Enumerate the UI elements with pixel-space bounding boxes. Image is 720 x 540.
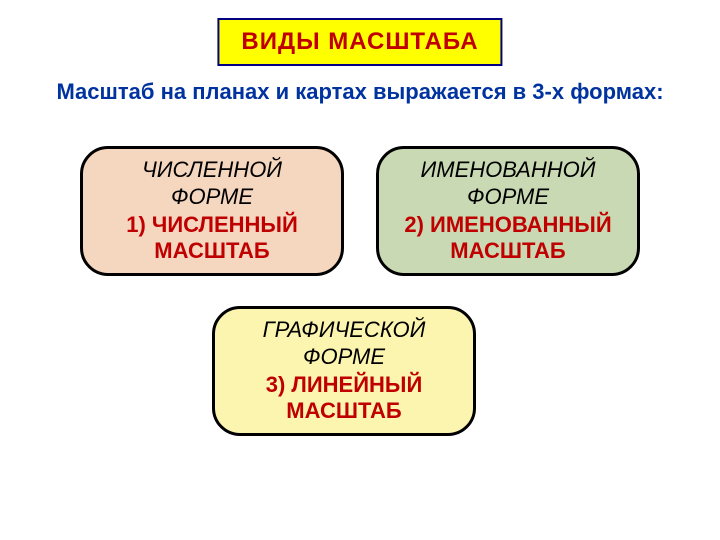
card-scale-label: 1) ЧИСЛЕННЫЙ МАСШТАБ	[126, 212, 298, 265]
card-label-line2: МАСШТАБ	[154, 238, 269, 263]
card-label-line1: 2) ИМЕНОВАННЫЙ	[404, 212, 611, 237]
card-graphic: ГРАФИЧЕСКОЙ ФОРМЕ 3) ЛИНЕЙНЫЙ МАСШТАБ	[212, 306, 476, 436]
card-numeric: ЧИСЛЕННОЙ ФОРМЕ 1) ЧИСЛЕННЫЙ МАСШТАБ	[80, 146, 344, 276]
card-label-line1: 1) ЧИСЛЕННЫЙ	[126, 212, 298, 237]
title-box: ВИДЫ МАСШТАБА	[217, 18, 502, 66]
card-form-label: ЧИСЛЕННОЙ ФОРМЕ	[142, 157, 282, 210]
card-form-line1: ГРАФИЧЕСКОЙ	[263, 317, 426, 342]
subtitle-text: Масштаб на планах и картах выражается в …	[56, 79, 663, 104]
card-form-line2: ФОРМЕ	[303, 344, 385, 369]
card-form-label: ИМЕНОВАННОЙ ФОРМЕ	[421, 157, 596, 210]
card-form-line2: ФОРМЕ	[467, 184, 549, 209]
card-named: ИМЕНОВАННОЙ ФОРМЕ 2) ИМЕНОВАННЫЙ МАСШТАБ	[376, 146, 640, 276]
card-form-line1: ЧИСЛЕННОЙ	[142, 157, 282, 182]
card-label-line1: 3) ЛИНЕЙНЫЙ	[266, 372, 423, 397]
card-label-line2: МАСШТАБ	[286, 398, 401, 423]
card-form-line1: ИМЕНОВАННОЙ	[421, 157, 596, 182]
card-form-label: ГРАФИЧЕСКОЙ ФОРМЕ	[263, 317, 426, 370]
card-scale-label: 3) ЛИНЕЙНЫЙ МАСШТАБ	[266, 372, 423, 425]
card-label-line2: МАСШТАБ	[450, 238, 565, 263]
subtitle: Масштаб на планах и картах выражается в …	[40, 78, 680, 107]
card-form-line2: ФОРМЕ	[171, 184, 253, 209]
title-text: ВИДЫ МАСШТАБА	[241, 28, 478, 55]
card-scale-label: 2) ИМЕНОВАННЫЙ МАСШТАБ	[404, 212, 611, 265]
